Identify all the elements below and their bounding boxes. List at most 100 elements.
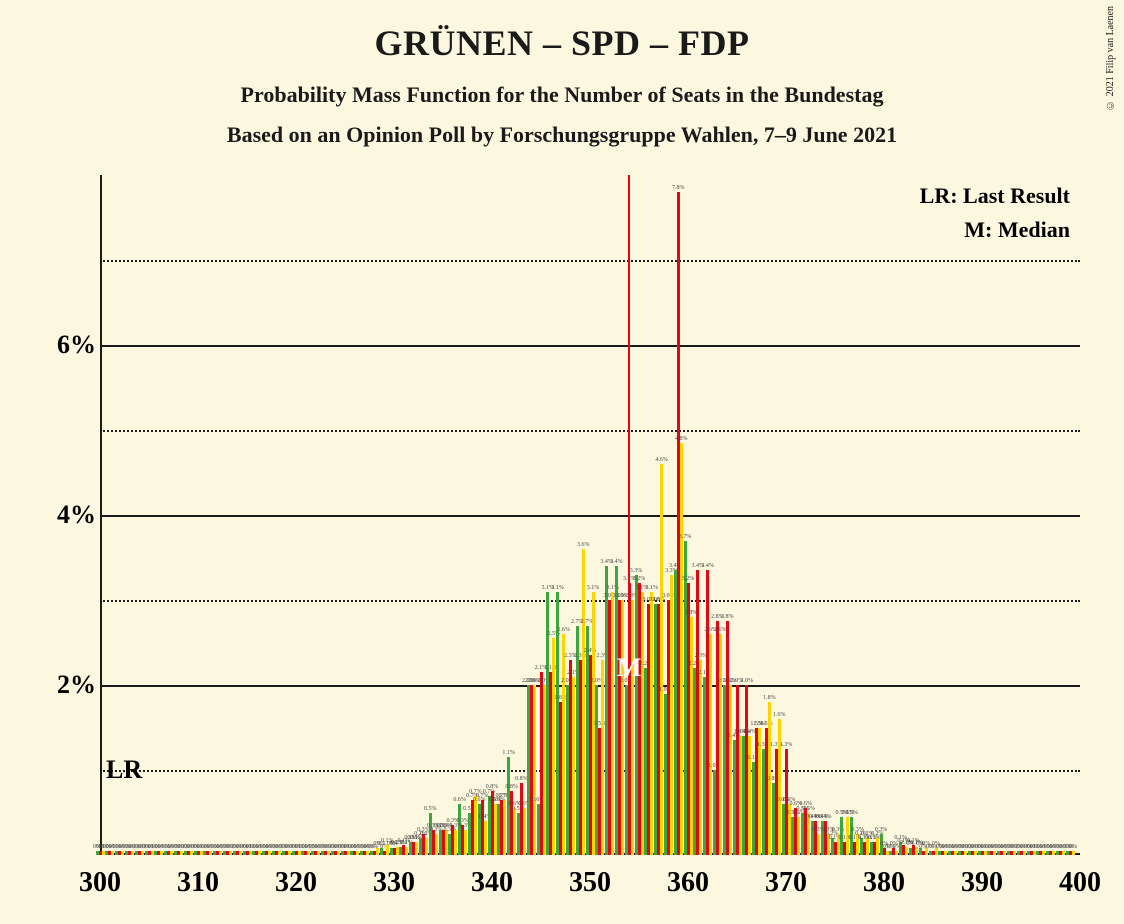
bar-yellow (993, 851, 996, 855)
x-tick-label: 350 (569, 867, 611, 899)
bar-yellow (797, 817, 800, 855)
bar-yellow (278, 851, 281, 855)
bar-value-label: 0.8% (505, 784, 518, 790)
bar-value-label: 1.1% (502, 750, 515, 756)
bar-yellow (1003, 851, 1006, 855)
bar-value-label: 2.8% (721, 614, 734, 620)
x-tick-label: 370 (765, 867, 807, 899)
bar-yellow (621, 600, 624, 855)
bar-yellow (170, 851, 173, 855)
bar-yellow (258, 851, 261, 855)
bar-yellow (523, 808, 526, 855)
bar-yellow (1023, 851, 1026, 855)
bar-value-label: 0.3% (875, 827, 888, 833)
bar-yellow (494, 804, 497, 855)
x-tick-label: 330 (373, 867, 415, 899)
bar-yellow (454, 830, 457, 856)
bar-yellow (327, 851, 330, 855)
bar-yellow (543, 685, 546, 855)
bar-yellow (886, 851, 889, 855)
bar-value-label: 3.4% (701, 563, 714, 569)
bar-yellow (533, 685, 536, 855)
bar-yellow (1062, 851, 1065, 855)
bar-yellow (1013, 851, 1016, 855)
bar-yellow (307, 851, 310, 855)
bar-yellow (317, 851, 320, 855)
x-tick-label: 310 (177, 867, 219, 899)
chart-subtitle-2: Based on an Opinion Poll by Forschungsgr… (0, 122, 1124, 148)
bar-value-label: 2.6% (557, 627, 570, 633)
bar-yellow (151, 851, 154, 855)
bar-yellow (445, 830, 448, 856)
bar-value-label: 0.4% (819, 814, 832, 820)
bar-yellow (650, 592, 653, 856)
bar-yellow (474, 796, 477, 856)
bar-yellow (219, 851, 222, 855)
bar-yellow (180, 851, 183, 855)
bar-yellow (209, 851, 212, 855)
bar-value-label: 0.5% (802, 806, 815, 812)
bar-value-label: 0.8% (486, 784, 499, 790)
bar-value-label: 0.6% (453, 797, 466, 803)
bar-yellow (111, 851, 114, 855)
x-tick-label: 360 (667, 867, 709, 899)
bar-yellow (739, 736, 742, 855)
bar-yellow (915, 847, 918, 856)
bar-yellow (288, 851, 291, 855)
last-result-label: LR (106, 755, 142, 785)
bar-yellow (690, 617, 693, 855)
bar-yellow (160, 851, 163, 855)
bar-yellow (944, 851, 947, 855)
bar-yellow (121, 851, 124, 855)
median-label: M (617, 653, 642, 683)
legend-median: M: Median (964, 217, 1070, 243)
bar-yellow (484, 821, 487, 855)
bar-yellow (699, 660, 702, 856)
gridline-minor (100, 260, 1080, 262)
bar-yellow (680, 443, 683, 855)
plot-area: 2%4%6%3003103203303403503603703803904000… (100, 175, 1080, 855)
bar-value-label: 3.1% (587, 585, 600, 591)
bar-yellow (190, 851, 193, 855)
bar-yellow (141, 851, 144, 855)
x-tick-label: 380 (863, 867, 905, 899)
bar-value-label: 0% (1069, 844, 1077, 850)
bar-yellow (1042, 851, 1045, 855)
bar-value-label: 4.6% (655, 457, 668, 463)
bar-yellow (611, 592, 614, 856)
bar-yellow (817, 834, 820, 855)
gridline-major (100, 345, 1080, 347)
bar-yellow (513, 808, 516, 855)
bar-yellow (641, 592, 644, 856)
bar-yellow (552, 638, 555, 855)
bar-value-label: 1.3% (780, 742, 793, 748)
bar-yellow (337, 851, 340, 855)
bar-yellow (670, 575, 673, 856)
bar-value-label: 3.4% (610, 559, 623, 565)
bar-yellow (876, 838, 879, 855)
bar-yellow (239, 851, 242, 855)
bar-yellow (895, 851, 898, 855)
x-tick-label: 390 (961, 867, 1003, 899)
bar-value-label: 3.2% (633, 576, 646, 582)
bar-yellow (709, 634, 712, 855)
copyright-text: © 2021 Filip van Laenen (1105, 6, 1116, 110)
bar-yellow (435, 834, 438, 855)
bar-yellow (200, 851, 203, 855)
bar-yellow (562, 634, 565, 855)
bar-yellow (954, 851, 957, 855)
bar-yellow (778, 719, 781, 855)
bar-yellow (660, 464, 663, 855)
bar-value-label: 3.1% (646, 585, 659, 591)
bar-yellow (366, 851, 369, 855)
bar-value-label: 1.8% (763, 695, 776, 701)
gridline-major (100, 515, 1080, 517)
bar-yellow (601, 660, 604, 856)
bar-value-label: 3.7% (679, 534, 692, 540)
chart-subtitle-1: Probability Mass Function for the Number… (0, 82, 1124, 108)
bar-yellow (298, 851, 301, 855)
x-tick-label: 340 (471, 867, 513, 899)
chart-title: GRÜNEN – SPD – FDP (0, 0, 1124, 64)
bar-yellow (984, 851, 987, 855)
bar-value-label: 7.8% (672, 185, 685, 191)
